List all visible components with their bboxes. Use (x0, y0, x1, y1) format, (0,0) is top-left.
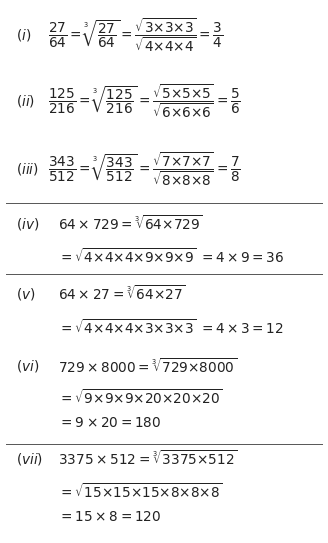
Text: $729 \times 8000 = \sqrt[3]{729{\times}8000}$: $729 \times 8000 = \sqrt[3]{729{\times}8… (58, 357, 237, 376)
Text: $(ii)$: $(ii)$ (16, 93, 35, 109)
Text: $= \sqrt{4{\times}4{\times}4{\times}9{\times}9{\times}9}\; = 4\times9 = 36$: $= \sqrt{4{\times}4{\times}4{\times}9{\t… (58, 247, 284, 266)
Text: $(vii)$: $(vii)$ (16, 451, 43, 467)
Text: $= 9 \times 20 = 180$: $= 9 \times 20 = 180$ (58, 416, 161, 430)
Text: $64 \times 27 = \sqrt[3]{64{\times}27}$: $64 \times 27 = \sqrt[3]{64{\times}27}$ (58, 285, 186, 304)
Text: $\dfrac{125}{216} = \sqrt[3]{\dfrac{125}{216}} = \dfrac{\sqrt{5{\times}5{\times}: $\dfrac{125}{216} = \sqrt[3]{\dfrac{125}… (48, 82, 241, 120)
Text: $(i)$: $(i)$ (16, 27, 31, 43)
Text: $64 \times 729 = \sqrt[3]{64{\times}729}$: $64 \times 729 = \sqrt[3]{64{\times}729}… (58, 214, 202, 233)
Text: $= \sqrt{15{\times}15{\times}15{\times}8{\times}8{\times}8}$: $= \sqrt{15{\times}15{\times}15{\times}8… (58, 482, 223, 501)
Text: $= \sqrt{9{\times}9{\times}9{\times}20{\times}20{\times}20}$: $= \sqrt{9{\times}9{\times}9{\times}20{\… (58, 388, 223, 407)
Text: $= 15 \times 8 = 120$: $= 15 \times 8 = 120$ (58, 510, 161, 525)
Text: $\dfrac{343}{512} = \sqrt[3]{\dfrac{343}{512}} = \dfrac{\sqrt{7{\times}7{\times}: $\dfrac{343}{512} = \sqrt[3]{\dfrac{343}… (48, 150, 241, 188)
Text: $\dfrac{27}{64} = \sqrt[3]{\dfrac{27}{64}} = \dfrac{\sqrt{3{\times}3{\times}3}}{: $\dfrac{27}{64} = \sqrt[3]{\dfrac{27}{64… (48, 16, 224, 54)
Text: $(vi)$: $(vi)$ (16, 358, 39, 374)
Text: $(iii)$: $(iii)$ (16, 161, 39, 178)
Text: $(iv)$: $(iv)$ (16, 216, 39, 232)
Text: $(v)$: $(v)$ (16, 286, 36, 302)
Text: $= \sqrt{4{\times}4{\times}4{\times}3{\times}3{\times}3}\; = 4\times3 = 12$: $= \sqrt{4{\times}4{\times}4{\times}3{\t… (58, 318, 284, 337)
Text: $3375 \times 512 = \sqrt[3]{3375{\times}512}$: $3375 \times 512 = \sqrt[3]{3375{\times}… (58, 450, 237, 468)
